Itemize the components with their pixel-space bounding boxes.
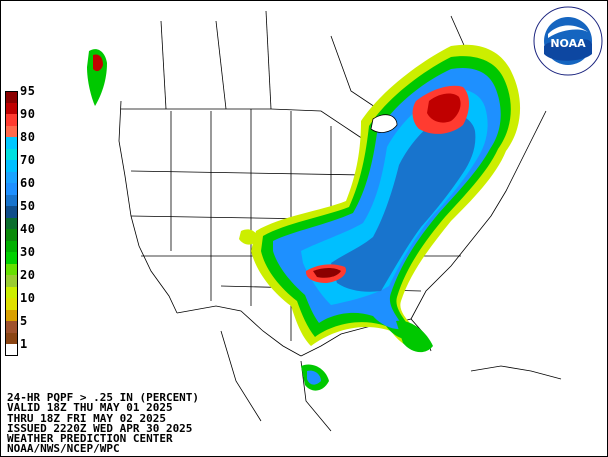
product-title: 24-HR PQPF > .25 IN (PERCENT) xyxy=(7,391,200,404)
legend-row: 80 xyxy=(5,130,41,149)
legend-row: 90 xyxy=(5,107,41,126)
legend-swatch xyxy=(5,125,18,137)
legend-row: 10 xyxy=(5,291,41,310)
legend-swatch xyxy=(5,344,18,356)
legend-swatch xyxy=(5,102,18,114)
legend-label: 50 xyxy=(20,199,36,213)
legend-label: 95 xyxy=(20,84,36,98)
legend-swatch xyxy=(5,217,18,229)
legend-row: 70 xyxy=(5,153,41,172)
legend-swatch xyxy=(5,171,18,183)
probability-legend: 95 90 80 70 60 50 40 30 20 10 5 1 xyxy=(5,84,41,356)
legend-swatch xyxy=(5,309,18,321)
legend-row xyxy=(5,194,41,206)
center-name: WEATHER PREDICTION CENTER xyxy=(7,432,173,446)
legend-swatch xyxy=(5,114,18,126)
legend-label: 1 xyxy=(20,337,28,351)
legend-row: 50 xyxy=(5,199,41,218)
legend-label: 70 xyxy=(20,153,36,167)
legend-swatch xyxy=(5,183,18,195)
legend-label: 30 xyxy=(20,245,36,259)
legend-row xyxy=(5,332,41,344)
legend-swatch xyxy=(5,148,18,160)
legend-row: 30 xyxy=(5,245,41,264)
legend-row xyxy=(5,102,41,114)
legend-swatch xyxy=(5,91,18,103)
legend-swatch xyxy=(5,240,18,252)
product-info: 24-HR PQPF > .25 IN (PERCENT) VALID 18Z … xyxy=(7,391,200,456)
legend-row xyxy=(5,286,41,298)
legend-row: 40 xyxy=(5,222,41,241)
legend-row: 20 xyxy=(5,268,41,287)
legend-label: 80 xyxy=(20,130,36,144)
legend-label: 60 xyxy=(20,176,36,190)
thru-time: THRU 18Z FRI MAY 02 2025 xyxy=(7,411,166,425)
legend-row xyxy=(5,125,41,137)
legend-row: 95 xyxy=(5,84,41,103)
legend-row xyxy=(5,171,41,183)
legend-swatch xyxy=(5,298,18,310)
legend-label: 90 xyxy=(20,107,36,121)
legend-row: 5 xyxy=(5,314,41,333)
legend-swatch xyxy=(5,332,18,344)
legend-label: 20 xyxy=(20,268,36,282)
great-lakes xyxy=(370,114,398,133)
legend-swatch xyxy=(5,263,18,275)
legend-swatch xyxy=(5,286,18,298)
legend-row xyxy=(5,263,41,275)
legend-row xyxy=(5,240,41,252)
svg-text:NOAA: NOAA xyxy=(550,37,586,50)
noaa-logo: NOAA xyxy=(533,6,603,76)
legend-swatch xyxy=(5,194,18,206)
legend-row: 1 xyxy=(5,337,41,356)
agency-name: NOAA/NWS/NCEP/WPC xyxy=(7,442,120,456)
legend-label: 5 xyxy=(20,314,28,328)
legend-swatch xyxy=(5,321,18,333)
precip-shading xyxy=(87,44,521,391)
legend-row: 60 xyxy=(5,176,41,195)
valid-time: VALID 18Z THU MAY 01 2025 xyxy=(7,401,173,415)
legend-label: 10 xyxy=(20,291,36,305)
legend-row xyxy=(5,309,41,321)
legend-swatch xyxy=(5,160,18,172)
legend-swatch xyxy=(5,137,18,149)
legend-swatch xyxy=(5,206,18,218)
legend-swatch xyxy=(5,275,18,287)
legend-row xyxy=(5,148,41,160)
legend-swatch xyxy=(5,252,18,264)
legend-row xyxy=(5,217,41,229)
issued-time: ISSUED 2220Z WED APR 30 2025 xyxy=(7,421,193,435)
legend-swatch xyxy=(5,229,18,241)
legend-label: 40 xyxy=(20,222,36,236)
